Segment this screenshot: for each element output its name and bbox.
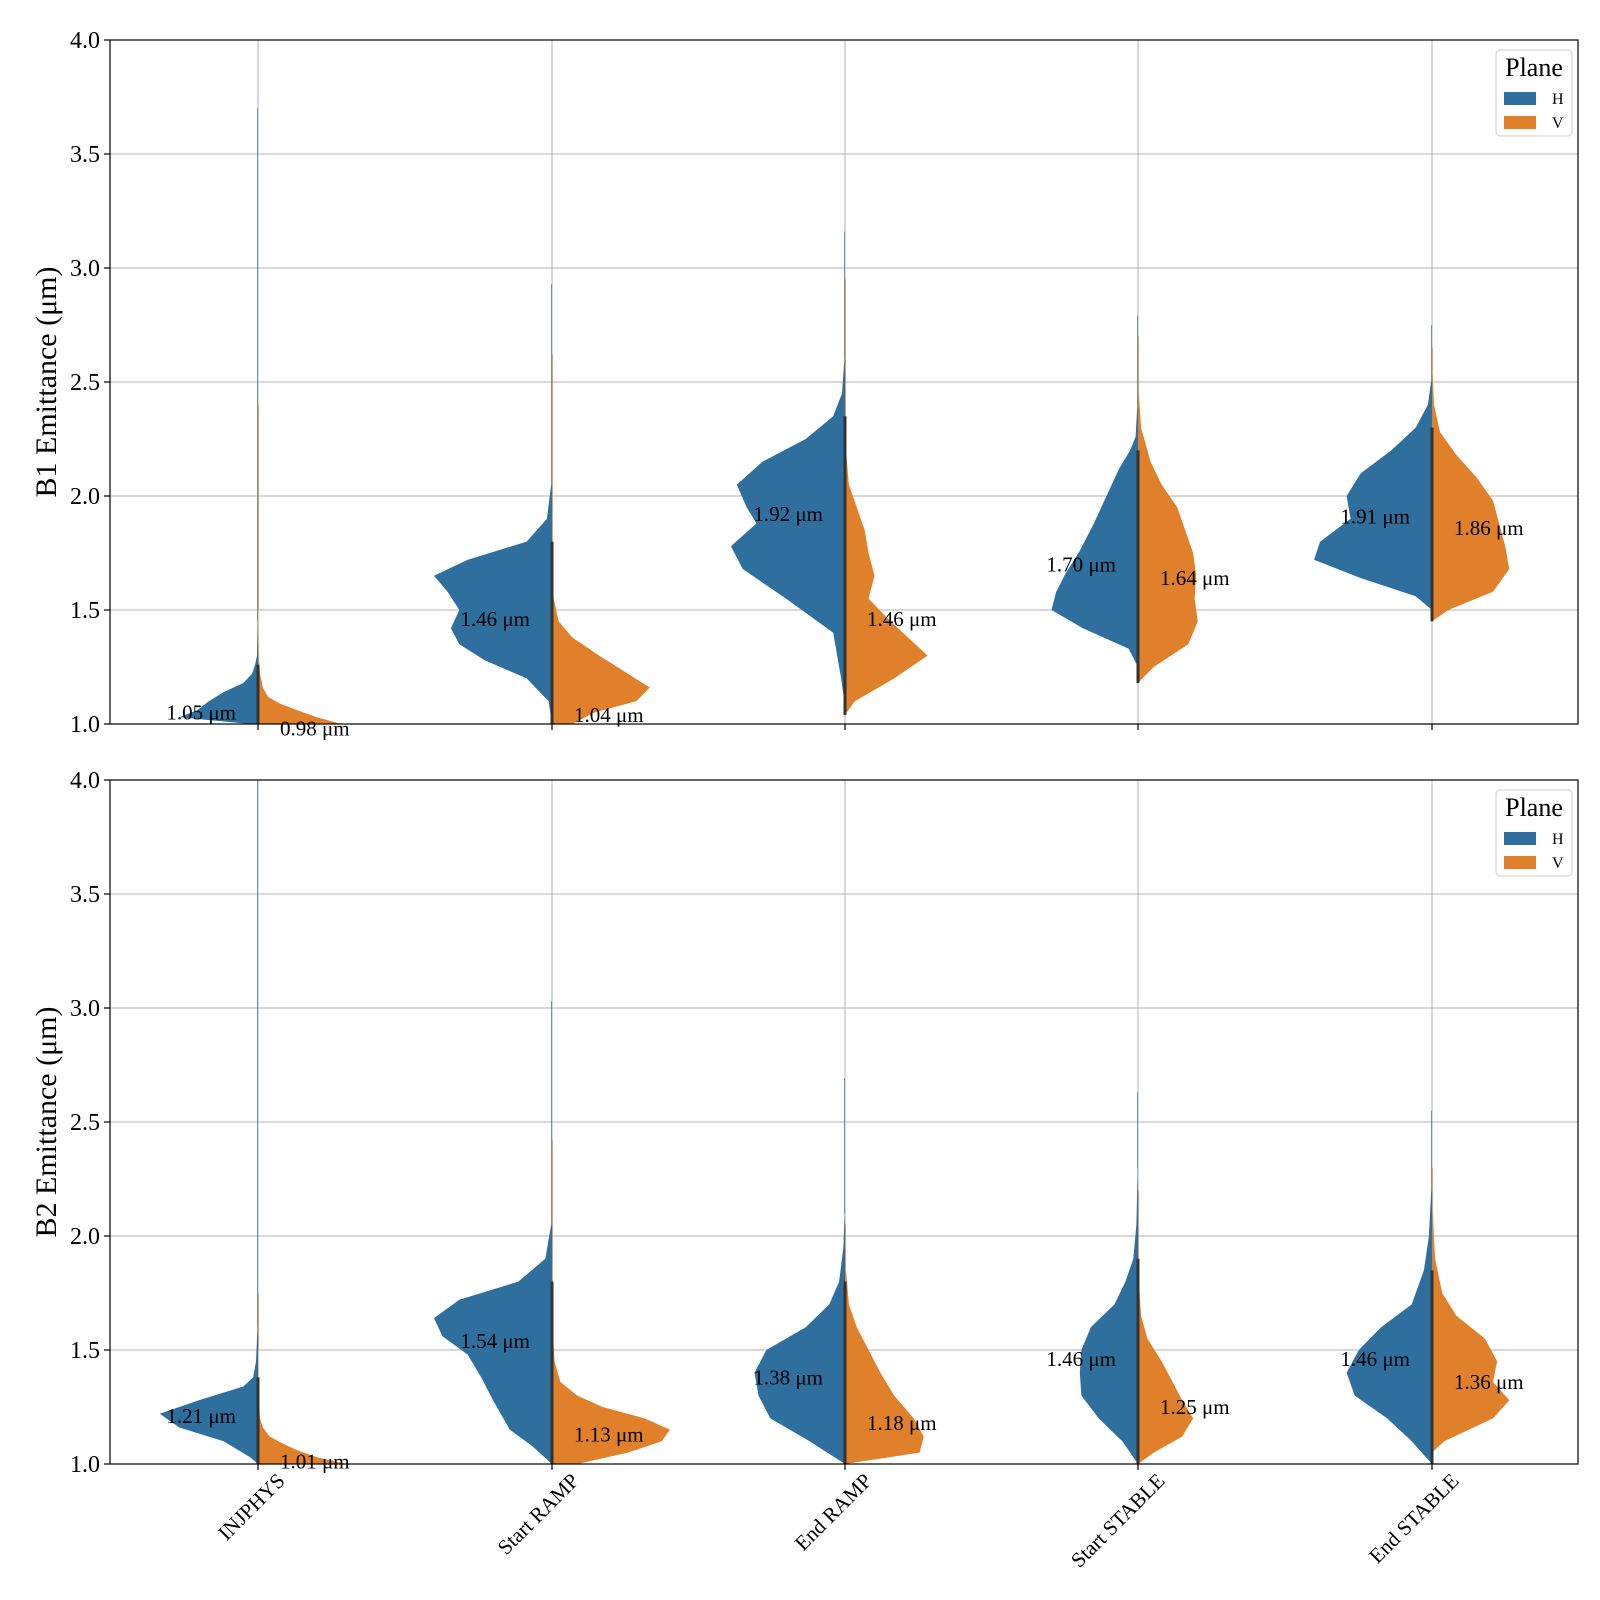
b1-median-labels: 1.05 μm 1.46 μm 1.92 μm 1.70 μm 1.91 μm 0.98 … <box>166 502 1523 740</box>
b2-median-label-v-0: 1.01 μm <box>280 1450 350 1474</box>
b2-legend: Plane HV <box>1495 789 1573 877</box>
b2-violin-h-0 <box>159 1327 258 1464</box>
b2-violin-h-2 <box>754 1213 845 1464</box>
b2-x-tick-label: End STABLE <box>1364 1469 1464 1569</box>
b2-violin-v-4 <box>1432 1213 1510 1453</box>
b2-x-ticks: INJPHYS Start RAMP End RAMP Start STABLE End… <box>213 1464 1464 1573</box>
b2-legend-entry-h: H <box>1552 831 1564 848</box>
b2-median-label-v-2: 1.18 μm <box>867 1411 937 1435</box>
b1-y-tick-label: 2.5 <box>70 370 100 396</box>
b2-median-label-h-1: 1.54 μm <box>460 1329 530 1353</box>
b2-violin-v-0 <box>258 1350 347 1464</box>
b2-y-tick-label: 1.5 <box>70 1338 100 1364</box>
b2-y-tick-label: 4.0 <box>70 768 100 794</box>
b2-violin-v-1 <box>552 1327 670 1464</box>
b2-median-label-v-4: 1.36 μm <box>1454 1370 1524 1394</box>
b2-x-tick-label: Start STABLE <box>1066 1469 1170 1573</box>
b1-legend-swatch-h <box>1504 92 1536 105</box>
b1-median-label-h-3: 1.70 μm <box>1046 552 1116 576</box>
b2-median-label-h-0: 1.21 μm <box>166 1404 236 1428</box>
b1-violin-h-0 <box>179 621 258 724</box>
b2-median-label-v-1: 1.13 μm <box>574 1422 644 1446</box>
b1-median-label-v-4: 1.86 μm <box>1454 516 1524 540</box>
b2-x-tick-label: Start RAMP <box>493 1469 584 1560</box>
b1-y-tick-label: 1.0 <box>70 712 100 738</box>
b2-legend-entry-v: V <box>1552 855 1564 872</box>
b1-violin-v-1 <box>552 564 650 724</box>
b2-y-axis-label: B2 Emittance (μm) <box>30 1006 63 1237</box>
b1-violin-h-1 <box>434 484 552 724</box>
b1-median-label-v-3: 1.64 μm <box>1160 566 1230 590</box>
b2-y-tick-label: 3.5 <box>70 882 100 908</box>
b2-median-label-h-3: 1.46 μm <box>1046 1347 1116 1371</box>
b1-x-ticks <box>257 724 1433 730</box>
b1-y-tick-label: 3.0 <box>70 256 100 282</box>
b2-y-tick-label: 2.0 <box>70 1224 100 1250</box>
b1-y-ticks: 1.0 1.5 2.0 2.5 3.0 3.5 4.0 <box>70 28 110 738</box>
b2-y-tick-label: 1.0 <box>70 1452 100 1478</box>
b2-y-tick-label: 2.5 <box>70 1110 100 1136</box>
b2-violin-h-1 <box>434 1224 552 1464</box>
b2-legend-swatch-v <box>1504 856 1536 869</box>
b1-median-label-h-0: 1.05 μm <box>166 701 236 725</box>
b1-y-axis-label: B1 Emittance (μm) <box>30 266 63 497</box>
b1-violin-h-2 <box>730 359 845 706</box>
b2-violin-v-3 <box>1138 1281 1194 1464</box>
panel-b2: 1.21 μm 1.54 μm 1.38 μm 1.46 μm 1.46 μm 1.01 … <box>30 768 1579 1573</box>
b1-violin-v-0 <box>258 610 342 724</box>
b2-legend-swatch-h <box>1504 832 1536 845</box>
b1-median-label-h-4: 1.91 μm <box>1340 505 1410 529</box>
b2-x-tick-label: INJPHYS <box>213 1469 289 1545</box>
b2-violin-h-3 <box>1079 1167 1138 1464</box>
b1-median-label-v-0: 0.98 μm <box>280 717 350 741</box>
b1-median-label-v-1: 1.04 μm <box>574 703 644 727</box>
b2-legend-title: Plane <box>1505 793 1563 822</box>
b1-violin-h-4 <box>1314 382 1432 610</box>
b2-violin-h-4 <box>1346 1190 1432 1464</box>
b1-violin-v-2 <box>845 450 928 715</box>
b2-violin-v-2 <box>845 1270 924 1464</box>
b1-y-tick-label: 2.0 <box>70 484 100 510</box>
b1-violin-v-3 <box>1138 393 1198 683</box>
b1-median-label-v-2: 1.46 μm <box>867 607 937 631</box>
b1-y-tick-label: 3.5 <box>70 142 100 168</box>
b2-median-label-h-4: 1.46 μm <box>1340 1347 1410 1371</box>
b1-median-label-h-2: 1.92 μm <box>753 502 823 526</box>
b2-median-label-h-2: 1.38 μm <box>753 1365 823 1389</box>
b1-violins <box>179 108 1510 724</box>
b2-median-labels: 1.21 μm 1.54 μm 1.38 μm 1.46 μm 1.46 μm 1.01 … <box>166 1329 1523 1474</box>
b1-legend: Plane HV <box>1495 49 1573 137</box>
b1-violin-h-3 <box>1051 404 1138 667</box>
b1-legend-entry-h: H <box>1552 91 1564 108</box>
b1-y-tick-label: 1.5 <box>70 598 100 624</box>
panel-b1: 1.05 μm 1.46 μm 1.92 μm 1.70 μm 1.91 μm 0.98 … <box>30 28 1579 741</box>
b2-y-ticks: 1.0 1.5 2.0 2.5 3.0 3.5 4.0 <box>70 768 110 1478</box>
b2-violins <box>159 780 1510 1464</box>
b1-violin-v-4 <box>1432 370 1510 622</box>
b2-y-tick-label: 3.0 <box>70 996 100 1022</box>
b1-legend-swatch-v <box>1504 116 1536 129</box>
b1-y-tick-label: 4.0 <box>70 28 100 54</box>
b1-median-label-h-1: 1.46 μm <box>460 607 530 631</box>
b1-legend-title: Plane <box>1505 53 1563 82</box>
b2-x-tick-label: End RAMP <box>790 1469 877 1556</box>
b2-median-label-v-3: 1.25 μm <box>1160 1395 1230 1419</box>
b1-legend-entry-v: V <box>1552 115 1564 132</box>
